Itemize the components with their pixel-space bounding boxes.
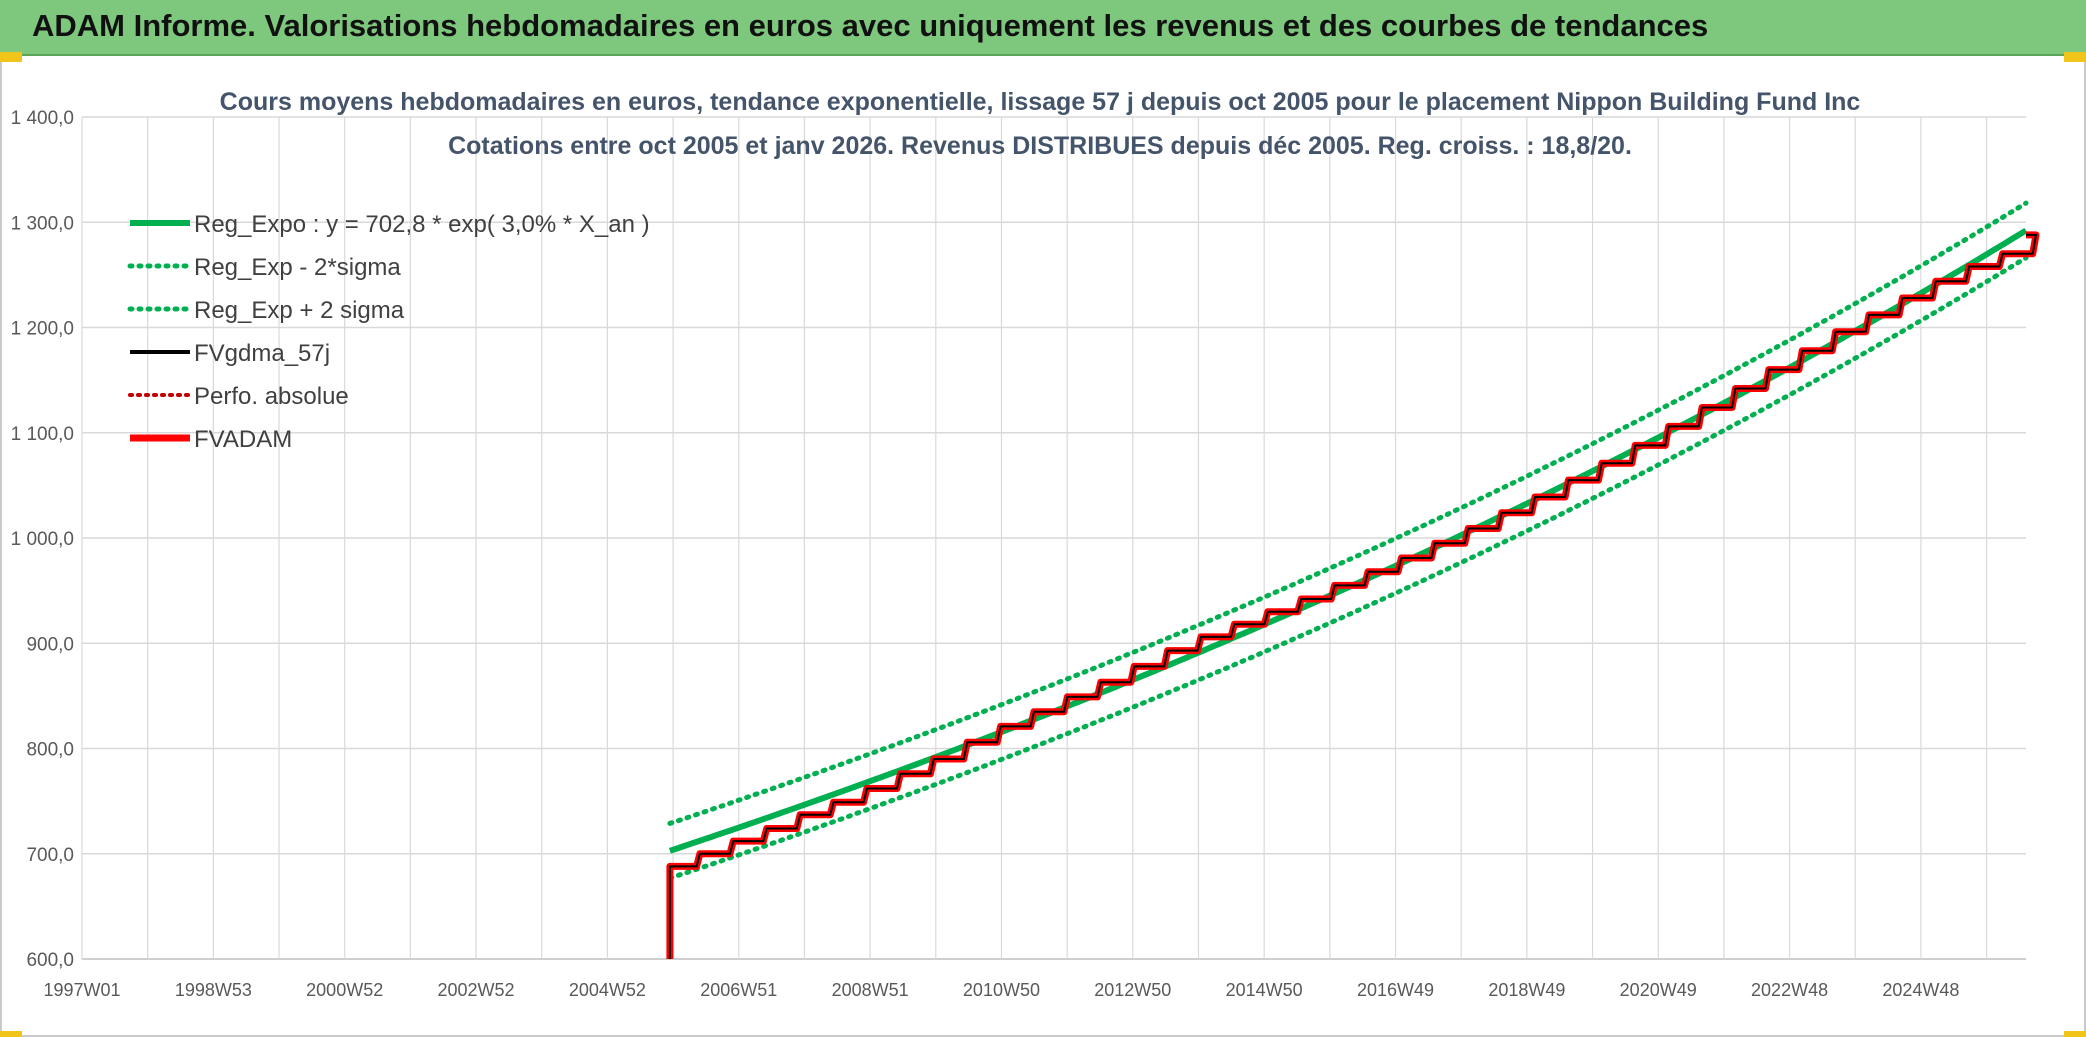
chart-title-line-1: Cours moyens hebdomadaires en euros, ten… xyxy=(219,88,1861,116)
gridlines xyxy=(81,116,2026,960)
series-lines xyxy=(666,200,2040,959)
report-title: ADAM Informe. Valorisations hebdomadaire… xyxy=(32,8,1709,43)
legend-label: Reg_Exp + 2 sigma xyxy=(194,297,405,324)
x-tick-label: 2010W50 xyxy=(963,980,1040,1000)
x-tick-label: 2016W49 xyxy=(1357,980,1434,1000)
y-tick-label: 1 200,0 xyxy=(11,319,74,340)
report-banner: ADAM Informe. Valorisations hebdomadaire… xyxy=(0,0,2086,56)
legend-label: Reg_Expo : y = 702,8 * exp( 3,0% * X_an … xyxy=(194,211,650,238)
x-tick-label: 2004W52 xyxy=(569,980,646,1000)
x-tick-label: 2014W50 xyxy=(1226,980,1303,1000)
x-tick-label: 2006W51 xyxy=(700,980,777,1000)
corner-accent-bottom-left xyxy=(0,1031,22,1037)
x-tick-label: 2024W48 xyxy=(1882,980,1959,1000)
legend-label: Reg_Exp - 2*sigma xyxy=(194,254,401,281)
series-fvadam xyxy=(666,231,2040,959)
corner-accent-top-right xyxy=(2064,52,2086,62)
x-tick-label: 2000W52 xyxy=(306,980,383,1000)
x-tick-label: 1998W53 xyxy=(175,980,252,1000)
series-reg-exp-plus-2sigma xyxy=(667,200,2029,826)
y-tick-label: 700,0 xyxy=(26,845,74,866)
legend: Reg_Expo : y = 702,8 * exp( 3,0% * X_an … xyxy=(127,211,650,453)
y-axis-ticks: 600,0 700,0 800,0 900,0 1 000,0 1 100,0 1 200,… xyxy=(11,108,74,971)
x-tick-label: 2018W49 xyxy=(1488,980,1565,1000)
corner-accent-bottom-right xyxy=(2064,1031,2086,1037)
chart-title-line-2: Cotations entre oct 2005 et janv 2026. R… xyxy=(448,132,1632,160)
y-tick-label: 900,0 xyxy=(26,634,74,655)
legend-label: Perfo. absolue xyxy=(194,383,349,410)
y-tick-label: 800,0 xyxy=(26,740,74,761)
x-tick-label: 2020W49 xyxy=(1620,980,1697,1000)
legend-label: FVgdma_57j xyxy=(194,340,330,367)
y-tick-label: 1 000,0 xyxy=(11,529,74,550)
y-tick-label: 1 300,0 xyxy=(11,213,74,234)
x-tick-label: 2008W51 xyxy=(832,980,909,1000)
x-tick-label: 2022W48 xyxy=(1751,980,1828,1000)
x-tick-label: 1997W01 xyxy=(43,980,120,1000)
x-tick-label: 2002W52 xyxy=(438,980,515,1000)
y-tick-label: 1 100,0 xyxy=(11,424,74,445)
series-reg-exp-minus-2sigma xyxy=(667,255,2029,881)
y-tick-label: 1 400,0 xyxy=(11,108,74,129)
y-tick-label: 600,0 xyxy=(26,950,74,971)
x-axis-ticks: 1997W01 1998W53 2000W52 2002W52 2004W52 2006W… xyxy=(43,980,1959,1000)
corner-accent-top-left xyxy=(0,52,22,62)
legend-label: FVADAM xyxy=(194,426,292,453)
series-fvgdma-57j xyxy=(668,233,2038,959)
x-tick-label: 2012W50 xyxy=(1094,980,1171,1000)
